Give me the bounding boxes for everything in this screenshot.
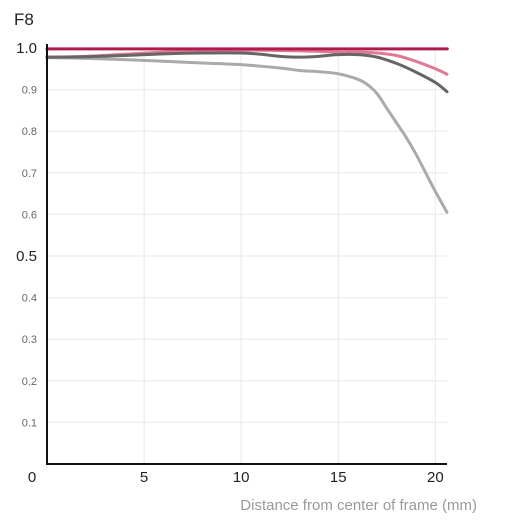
y-tick-label: 0.1: [22, 417, 37, 429]
x-axis-label: Distance from center of frame (mm): [240, 497, 477, 514]
grid: [47, 48, 447, 464]
y-tick-label: 0.4: [22, 293, 37, 305]
y-tick-label: 0.6: [22, 209, 37, 221]
x-tick-label: 20: [427, 469, 444, 486]
x-tick-label: 5: [140, 469, 148, 486]
x-tick-label: 15: [330, 469, 347, 486]
y-tick-label: 0.7: [22, 168, 37, 180]
series-line-1: [45, 56, 449, 214]
y-tick-label: 0.9: [22, 85, 37, 97]
x-tick-label: 10: [233, 469, 250, 486]
axes: [46, 44, 447, 465]
chart-title: F8: [14, 10, 34, 29]
x-tick-label: 0: [28, 469, 36, 486]
y-tick-label: 1.0: [16, 40, 37, 57]
y-tick-label: 0.5: [16, 248, 37, 265]
series-lines: [45, 47, 449, 214]
series-line-3: [45, 51, 449, 94]
y-tick-labels: 1.0 0.9 0.8 0.7 0.6 0.5 0.4 0.3 0.2 0.1: [16, 40, 37, 429]
x-tick-labels: 0 5 10 15 20: [28, 469, 444, 486]
y-tick-label: 0.2: [22, 376, 37, 388]
y-tick-label: 0.8: [22, 126, 37, 138]
y-tick-label: 0.3: [22, 334, 37, 346]
